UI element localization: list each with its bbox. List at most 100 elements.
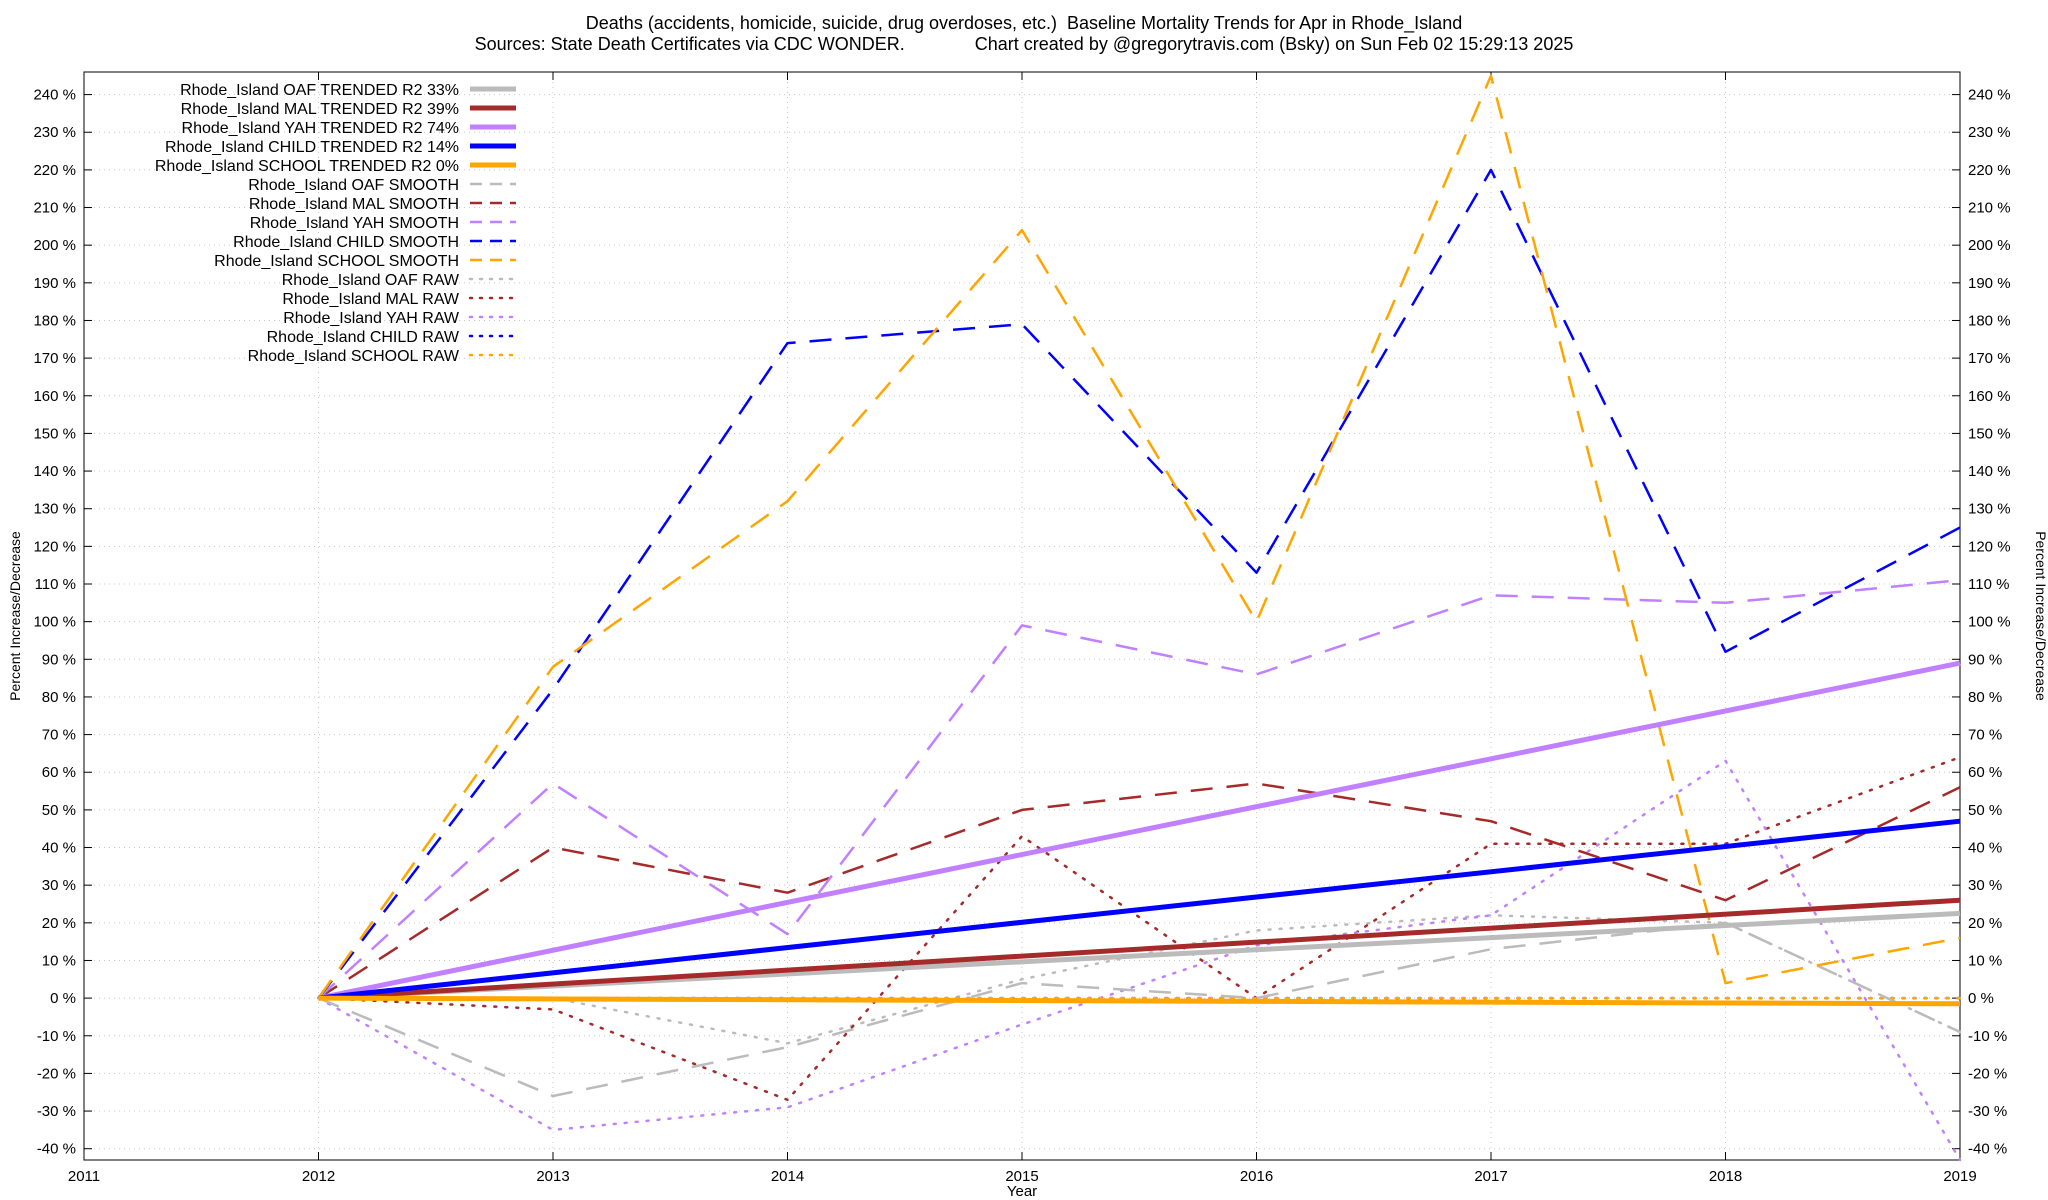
y-tick-label-right: 100 % bbox=[1968, 614, 2011, 631]
y-tick-label-right: 50 % bbox=[1968, 802, 2002, 819]
y-tick-label-right: 220 % bbox=[1968, 162, 2011, 179]
series-line-school-trended bbox=[318, 995, 1961, 1007]
x-tick-label: 2015 bbox=[1005, 1168, 1038, 1185]
y-tick-label-right: 130 % bbox=[1968, 501, 2011, 518]
legend-label: Rhode_Island MAL TRENDED R2 39% bbox=[181, 101, 459, 118]
series-line-school-smooth bbox=[317, 74, 1961, 999]
y-tick-label-right: 240 % bbox=[1968, 87, 2011, 104]
chart-subtitle: Sources: State Death Certificates via CD… bbox=[474, 34, 1574, 54]
y-tick-label-left: 210 % bbox=[33, 200, 76, 217]
y-tick-label-right: 180 % bbox=[1968, 312, 2011, 329]
y-tick-label-right: 190 % bbox=[1968, 275, 2011, 292]
series-line-yah-trended bbox=[318, 660, 1961, 1001]
y-tick-label-right: 200 % bbox=[1968, 237, 2011, 254]
legend-label: Rhode_Island YAH TRENDED R2 74% bbox=[182, 120, 459, 137]
y-axis-label-right: Percent Increase/Decrease bbox=[2033, 531, 2048, 701]
y-tick-label-left: 140 % bbox=[33, 463, 76, 480]
y-tick-label-right: 170 % bbox=[1968, 350, 2011, 367]
legend-label: Rhode_Island CHILD RAW bbox=[267, 329, 460, 346]
x-tick-label: 2018 bbox=[1709, 1168, 1742, 1185]
y-tick-label-left: 20 % bbox=[42, 915, 76, 932]
series-line-mal-trended bbox=[318, 897, 1961, 1001]
y-tick-label-right: 120 % bbox=[1968, 538, 2011, 555]
y-tick-label-right: 30 % bbox=[1968, 877, 2002, 894]
y-tick-label-left: 50 % bbox=[42, 802, 76, 819]
y-tick-label-left: 220 % bbox=[33, 162, 76, 179]
series-line-mal-smooth bbox=[317, 782, 1961, 1000]
x-axis-label: Year bbox=[1007, 1183, 1037, 1200]
y-tick-label-left: 230 % bbox=[33, 124, 76, 141]
y-tick-label-left: 100 % bbox=[33, 614, 76, 631]
legend-label: Rhode_Island CHILD SMOOTH bbox=[233, 234, 459, 251]
x-tick-label: 2013 bbox=[536, 1168, 569, 1185]
y-tick-label-right: -10 % bbox=[1968, 1028, 2007, 1045]
legend-label: Rhode_Island MAL RAW bbox=[282, 291, 460, 308]
x-tick-label: 2017 bbox=[1474, 1168, 1507, 1185]
y-tick-label-left: 90 % bbox=[42, 651, 76, 668]
y-tick-label-right: -20 % bbox=[1968, 1065, 2007, 1082]
y-tick-label-left: 60 % bbox=[42, 764, 76, 781]
y-tick-label-left: 180 % bbox=[33, 312, 76, 329]
y-tick-label-right: 60 % bbox=[1968, 764, 2002, 781]
y-tick-label-left: 170 % bbox=[33, 350, 76, 367]
legend-label: Rhode_Island OAF SMOOTH bbox=[248, 177, 459, 194]
y-tick-label-left: 160 % bbox=[33, 388, 76, 405]
y-tick-label-left: 0 % bbox=[50, 990, 76, 1007]
axis-ticks: 2011 2012 2013 2014 2015 2016 2017 2018 2019 -40 … bbox=[33, 72, 2011, 1185]
x-tick-label: 2011 bbox=[68, 1168, 100, 1185]
y-axis-label-left: Percent Increase/Decrease bbox=[7, 531, 23, 701]
y-tick-label-left: 190 % bbox=[33, 275, 76, 292]
y-tick-label-right: 90 % bbox=[1968, 651, 2002, 668]
series-line-mal-raw bbox=[317, 755, 1962, 1102]
y-tick-label-left: 110 % bbox=[35, 576, 76, 593]
y-tick-label-right: 150 % bbox=[1968, 425, 2011, 442]
y-tick-label-left: 10 % bbox=[42, 952, 76, 969]
x-tick-label: 2014 bbox=[771, 1168, 804, 1185]
legend-label: Rhode_Island OAF TRENDED R2 33% bbox=[180, 82, 459, 99]
y-tick-label-left: 200 % bbox=[33, 237, 76, 254]
y-tick-label-right: 20 % bbox=[1968, 915, 2002, 932]
y-tick-label-right: 10 % bbox=[1968, 952, 2002, 969]
y-tick-label-left: 240 % bbox=[33, 87, 76, 104]
y-tick-label-right: 0 % bbox=[1968, 990, 1994, 1007]
legend-label: Rhode_Island CHILD TRENDED R2 14% bbox=[165, 139, 459, 156]
legend-label: Rhode_Island SCHOOL RAW bbox=[248, 348, 460, 365]
legend-label: Rhode_Island MAL SMOOTH bbox=[249, 196, 459, 213]
y-tick-label-right: 210 % bbox=[1968, 200, 2011, 217]
legend-label: Rhode_Island OAF RAW bbox=[282, 272, 460, 289]
y-tick-label-right: 160 % bbox=[1968, 388, 2011, 405]
legend-label: Rhode_Island YAH RAW bbox=[283, 310, 460, 327]
y-tick-label-left: -10 % bbox=[37, 1028, 76, 1045]
y-tick-label-right: 70 % bbox=[1968, 727, 2002, 744]
y-tick-label-left: 40 % bbox=[42, 840, 76, 857]
y-tick-label-left: -40 % bbox=[37, 1141, 76, 1158]
x-tick-label: 2012 bbox=[302, 1168, 335, 1185]
y-tick-label-left: -30 % bbox=[37, 1103, 76, 1120]
y-tick-label-left: 70 % bbox=[42, 727, 76, 744]
y-tick-label-left: 120 % bbox=[33, 538, 76, 555]
y-tick-label-right: 140 % bbox=[1968, 463, 2011, 480]
y-tick-label-right: 40 % bbox=[1968, 840, 2002, 857]
y-tick-label-left: 150 % bbox=[33, 425, 76, 442]
x-tick-label: 2019 bbox=[1943, 1168, 1976, 1185]
y-tick-label-right: -30 % bbox=[1968, 1103, 2007, 1120]
legend-label: Rhode_Island SCHOOL TRENDED R2 0% bbox=[155, 158, 459, 175]
x-tick-label: 2016 bbox=[1240, 1168, 1273, 1185]
series-line-yah-smooth bbox=[317, 578, 1961, 1000]
y-tick-label-left: 80 % bbox=[42, 689, 76, 706]
legend-label: Rhode_Island YAH SMOOTH bbox=[250, 215, 459, 232]
y-tick-label-right: 110 % bbox=[1968, 576, 2009, 593]
series-lines bbox=[317, 74, 1962, 1162]
series-line-child-trended bbox=[318, 818, 1961, 1001]
legend-label: Rhode_Island SCHOOL SMOOTH bbox=[214, 253, 459, 270]
y-tick-label-left: -20 % bbox=[37, 1065, 76, 1082]
legend: Rhode_Island OAF TRENDED R2 33% Rhode_Isl… bbox=[155, 82, 518, 365]
y-tick-label-left: 30 % bbox=[42, 877, 76, 894]
chart-title: Deaths (accidents, homicide, suicide, dr… bbox=[585, 13, 1463, 33]
y-tick-label-right: 230 % bbox=[1968, 124, 2011, 141]
y-tick-label-left: 130 % bbox=[33, 501, 76, 518]
y-tick-label-right: -40 % bbox=[1968, 1141, 2007, 1158]
series-line-yah-raw bbox=[317, 759, 1962, 1162]
y-tick-label-right: 80 % bbox=[1968, 689, 2002, 706]
